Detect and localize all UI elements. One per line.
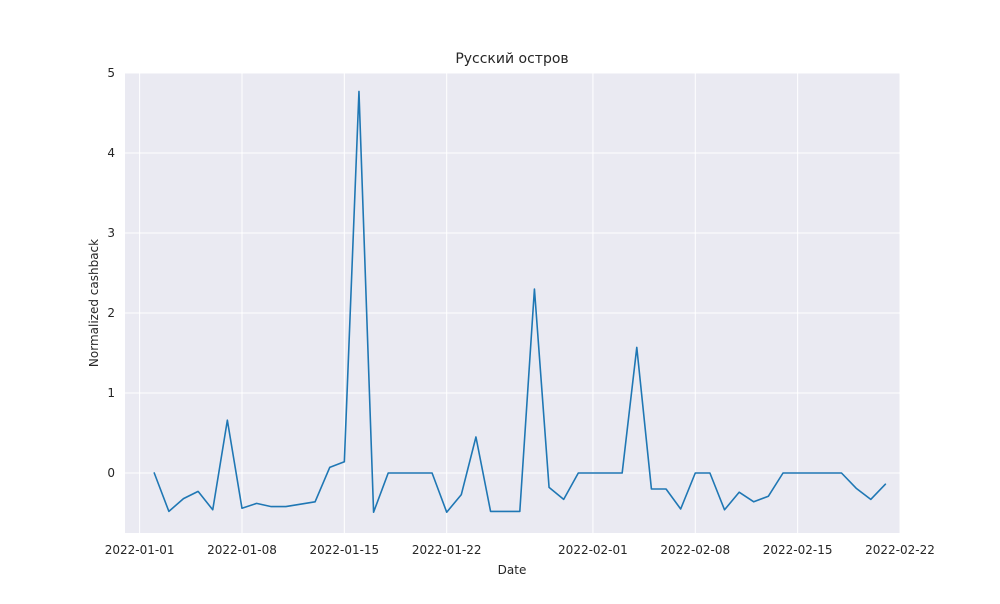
x-tick-label: 2022-02-22 — [865, 543, 935, 557]
chart-title: Русский остров — [455, 51, 568, 67]
y-axis-ticks: 0 1 2 3 4 5 — [107, 66, 115, 480]
y-tick-label: 2 — [107, 306, 115, 320]
grid-lines — [125, 72, 901, 533]
series-group — [153, 90, 887, 514]
x-tick-label: 2022-02-01 — [558, 543, 628, 557]
y-tick-label: 0 — [107, 466, 115, 480]
y-tick-label: 5 — [107, 66, 115, 80]
y-tick-label: 3 — [107, 226, 115, 240]
x-tick-label: 2022-01-01 — [105, 543, 175, 557]
x-tick-label: 2022-01-22 — [412, 543, 482, 557]
x-tick-label: 2022-02-15 — [763, 543, 833, 557]
y-tick-label: 1 — [107, 386, 115, 400]
y-tick-label: 4 — [107, 146, 115, 160]
plot-area — [125, 73, 900, 533]
y-axis-label: Normalized cashback — [87, 239, 101, 367]
x-tick-label: 2022-01-15 — [309, 543, 379, 557]
series-line — [153, 90, 887, 514]
x-tick-label: 2022-01-08 — [207, 543, 277, 557]
x-axis-label: Date — [498, 563, 527, 577]
x-tick-label: 2022-02-08 — [660, 543, 730, 557]
x-axis-ticks: 2022-01-01 2022-01-08 2022-01-15 2022-01-22… — [105, 543, 935, 557]
